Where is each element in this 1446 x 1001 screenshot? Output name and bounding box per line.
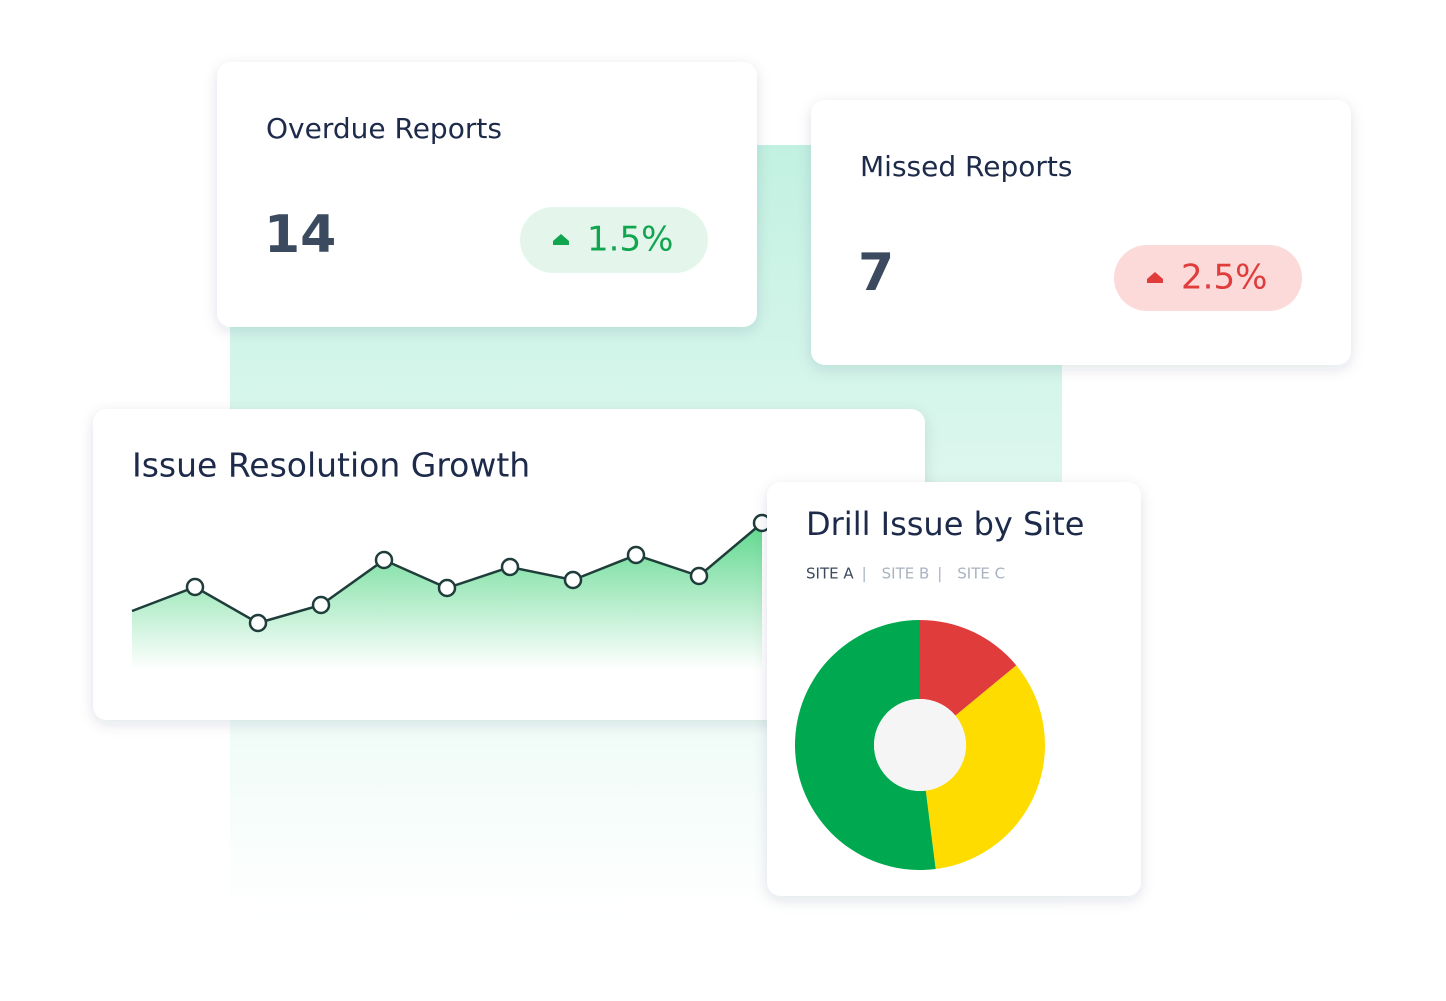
trend-arrow: [553, 234, 569, 245]
donut-hole: [874, 699, 966, 791]
card: [811, 100, 1351, 365]
chart-title: Drill Issue by Site: [806, 505, 1084, 543]
card-value: 14: [264, 205, 336, 265]
point: [500, 557, 520, 577]
tab[interactable]: SITE A: [806, 565, 854, 583]
donut-slice: [925, 665, 1045, 870]
point: [437, 578, 457, 598]
change-badge: [520, 207, 708, 273]
card: [217, 62, 757, 327]
donut-slice: [795, 620, 936, 870]
change-value: 2.5%: [1181, 258, 1267, 298]
tab[interactable]: SITE C: [957, 565, 1005, 583]
donut-slice: [920, 620, 1017, 716]
card-title: Overdue Reports: [266, 112, 502, 145]
point: [248, 613, 268, 633]
card-title: Missed Reports: [860, 150, 1072, 183]
point: [374, 550, 394, 570]
tab[interactable]: SITE B: [882, 565, 930, 583]
card-value: 7: [858, 243, 894, 303]
change-badge: [1114, 245, 1302, 311]
tab-separator: |: [862, 565, 867, 583]
tab-separator: |: [937, 565, 942, 583]
point: [689, 566, 709, 586]
point: [311, 595, 331, 615]
change-value: 1.5%: [587, 220, 673, 260]
point: [626, 545, 646, 565]
point: [185, 577, 205, 597]
chart-title: Issue Resolution Growth: [132, 446, 530, 485]
trend-arrow: [1147, 272, 1163, 283]
point: [563, 570, 583, 590]
